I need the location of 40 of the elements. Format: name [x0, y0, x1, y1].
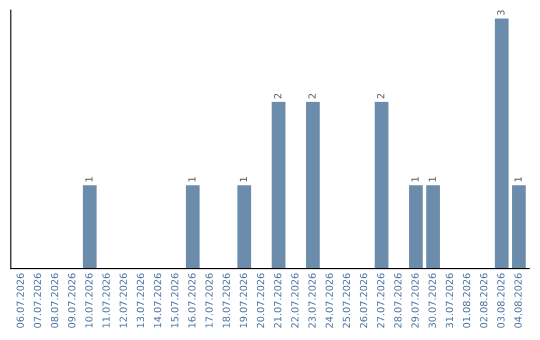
data-label: 1	[412, 177, 419, 182]
x-tick-label: 01.08.2026	[462, 273, 470, 328]
data-label: 1	[428, 177, 436, 182]
x-tick-label: 22.07.2026	[291, 273, 299, 328]
x-tick-label: 15.07.2026	[171, 273, 178, 328]
x-tick-label: 28.07.2026	[394, 273, 402, 328]
x-tick-label: 25.07.2026	[342, 273, 350, 328]
x-tick-label: 26.07.2026	[360, 273, 368, 328]
x-tick-label: 02.08.2026	[480, 273, 488, 328]
x-tick-label: 13.07.2026	[136, 273, 144, 328]
data-label: 1	[240, 177, 247, 182]
data-label: 2	[377, 94, 384, 98]
x-tick-label: 04.08.2026	[514, 273, 522, 328]
x-tick-label: 24.07.2026	[326, 273, 333, 328]
data-label: 1	[188, 177, 196, 182]
x-tick-label: 08.07.2026	[50, 273, 58, 328]
x-tick-label: 29.07.2026	[411, 273, 419, 328]
x-tick-label: 03.08.2026	[497, 273, 505, 328]
x-tick-label: 14.07.2026	[154, 273, 162, 328]
x-tick-label: 12.07.2026	[120, 273, 127, 328]
x-tick-label: 10.07.2026	[85, 273, 93, 328]
x-tick-label: 09.07.2026	[68, 273, 76, 328]
x-tick-label: 31.07.2026	[446, 273, 454, 328]
data-label: 2	[274, 94, 282, 98]
x-tick-label: 11.07.2026	[102, 273, 110, 328]
x-tick-label: 27.07.2026	[377, 273, 384, 328]
x-tick-label: 18.07.2026	[222, 273, 230, 328]
x-tick-label: 30.07.2026	[428, 273, 436, 328]
data-label: 2	[308, 94, 316, 98]
x-tick-label: 19.07.2026	[240, 273, 248, 328]
x-tick-label: 17.07.2026	[205, 273, 213, 328]
data-label: 3	[497, 10, 505, 16]
x-tick-label: 06.07.2026	[16, 273, 24, 328]
x-tick-label: 07.07.2026	[34, 273, 42, 328]
data-label: 1	[85, 177, 92, 182]
x-tick-label: 20.07.2026	[256, 273, 264, 328]
x-tick-label: 21.07.2026	[274, 273, 282, 328]
x-tick-label: 16.07.2026	[188, 273, 196, 328]
x-tick-label: 23.07.2026	[308, 273, 316, 328]
data-label: 1	[514, 177, 522, 182]
